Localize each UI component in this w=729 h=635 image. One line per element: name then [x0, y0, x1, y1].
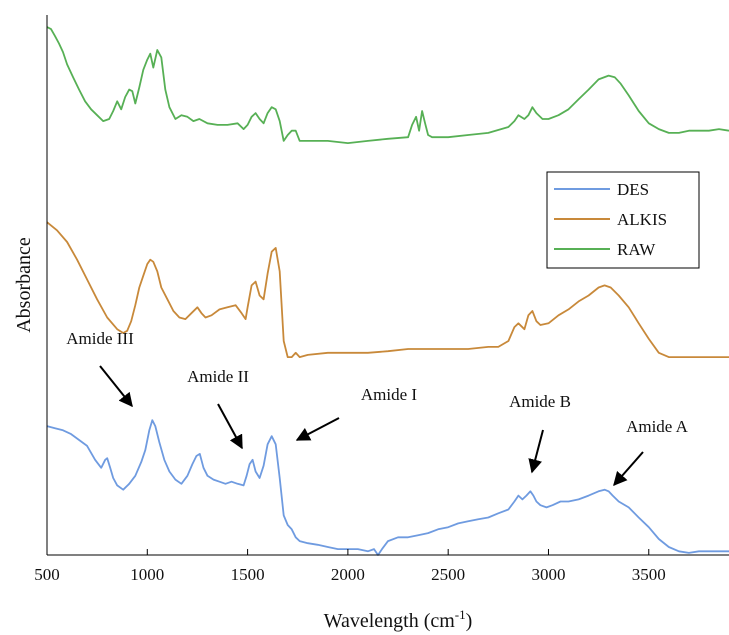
annotation-amide-a: Amide A [626, 417, 689, 436]
x-tick-label: 500 [34, 565, 60, 584]
annotation-amide-iii-arrow [99, 365, 133, 408]
x-axis-title-main: Wavelength (cm [324, 610, 456, 632]
series-layer [46, 26, 729, 556]
annotation-amide-i-arrow [295, 417, 340, 441]
series-raw-line [46, 26, 729, 144]
x-tick-label: 2500 [431, 565, 465, 584]
axis-layer [46, 15, 729, 556]
legend: DES ALKIS RAW [546, 171, 700, 269]
x-axis-title-superscript: -1 [455, 607, 466, 622]
legend-label-alkis: ALKIS [617, 210, 667, 229]
x-axis-title: Wavelength (cm-1) [324, 607, 473, 632]
legend-label-des: DES [617, 180, 649, 199]
x-tick-label: 1500 [231, 565, 265, 584]
legend-entries: DES ALKIS RAW [554, 180, 667, 259]
x-tick-label: 3500 [632, 565, 666, 584]
tick-layer: 500 1000 1500 2000 2500 3000 3500 [34, 549, 666, 584]
series-alkis-line [46, 221, 729, 358]
annotation-amide-iii: Amide III [66, 329, 134, 348]
annotation-amide-i: Amide I [361, 385, 418, 404]
x-axis-title-close: ) [466, 610, 473, 632]
annotation-amide-a-arrow [613, 451, 644, 487]
legend-label-raw: RAW [617, 240, 656, 259]
x-tick-label: 2000 [331, 565, 365, 584]
annotation-amide-ii: Amide II [187, 367, 249, 386]
series-des-line [46, 419, 729, 556]
annotation-layer: Amide III Amide II Amide I Amide B Amide A [66, 329, 689, 487]
x-tick-label: 1000 [130, 565, 164, 584]
annotation-amide-ii-arrow [217, 403, 243, 450]
y-axis-title: Absorbance [13, 237, 35, 333]
annotation-amide-b-arrow [528, 429, 544, 474]
annotation-amide-b: Amide B [509, 392, 571, 411]
x-tick-label: 3000 [531, 565, 565, 584]
